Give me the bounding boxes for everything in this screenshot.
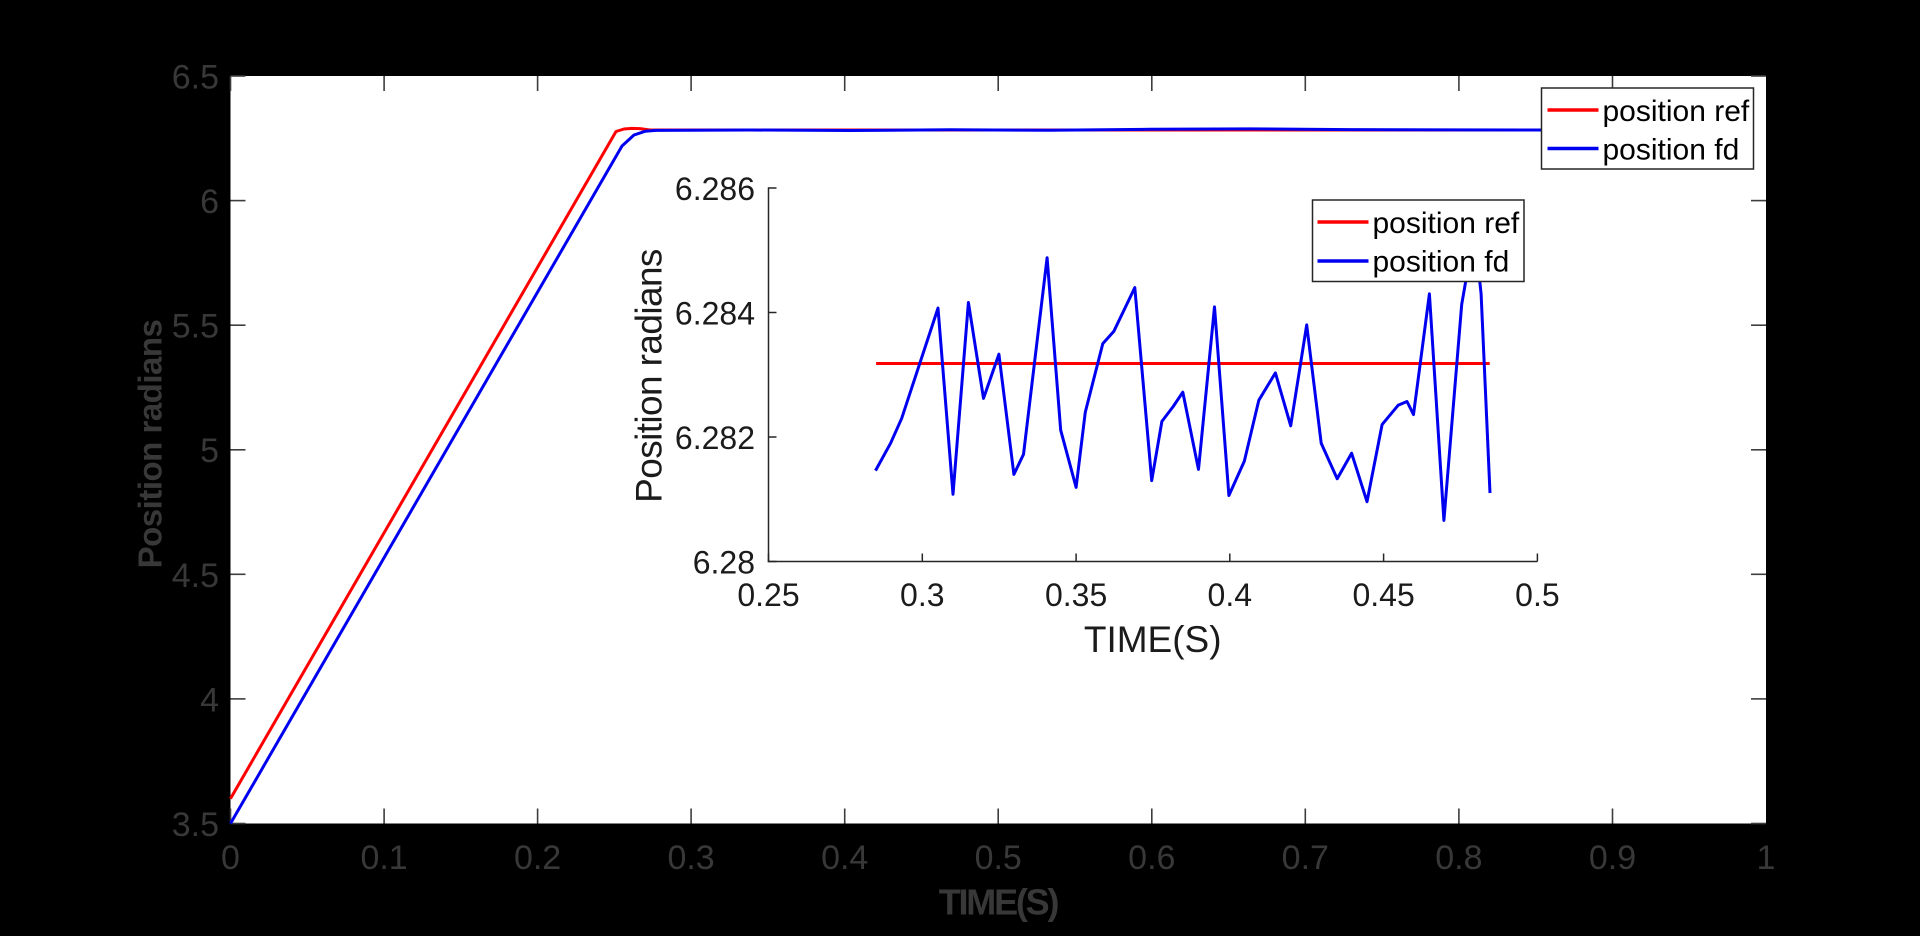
- svg-text:0.2: 0.2: [514, 839, 561, 877]
- svg-text:0.35: 0.35: [1045, 577, 1107, 613]
- svg-text:position fd: position fd: [1373, 246, 1510, 279]
- svg-text:0.9: 0.9: [1589, 839, 1636, 877]
- svg-text:6.284: 6.284: [675, 296, 755, 332]
- svg-text:position fd: position fd: [1603, 134, 1740, 167]
- svg-text:0.5: 0.5: [1515, 577, 1559, 613]
- svg-text:0.1: 0.1: [360, 839, 407, 877]
- svg-text:6.5: 6.5: [172, 59, 219, 97]
- svg-text:6.286: 6.286: [675, 171, 755, 207]
- svg-text:0.25: 0.25: [737, 577, 799, 613]
- svg-text:4.5: 4.5: [172, 557, 219, 595]
- svg-text:position ref: position ref: [1603, 95, 1750, 128]
- svg-text:0.5: 0.5: [975, 839, 1022, 877]
- svg-text:4: 4: [200, 681, 219, 719]
- svg-text:0.7: 0.7: [1282, 839, 1329, 877]
- svg-text:0.3: 0.3: [900, 577, 944, 613]
- svg-text:0.4: 0.4: [821, 839, 868, 877]
- svg-text:6.28: 6.28: [693, 545, 755, 581]
- svg-text:0.4: 0.4: [1208, 577, 1252, 613]
- svg-text:5: 5: [200, 432, 219, 470]
- svg-text:5.5: 5.5: [172, 308, 219, 346]
- svg-text:6.282: 6.282: [675, 420, 755, 456]
- svg-text:0.45: 0.45: [1352, 577, 1414, 613]
- svg-text:Position radians: Position radians: [132, 320, 169, 569]
- svg-text:0.6: 0.6: [1128, 839, 1175, 877]
- svg-text:TIME(S): TIME(S): [1084, 619, 1222, 660]
- svg-text:Position radians: Position radians: [629, 249, 670, 503]
- svg-text:0.3: 0.3: [667, 839, 714, 877]
- svg-text:TIME(S): TIME(S): [939, 882, 1059, 923]
- svg-text:position ref: position ref: [1373, 207, 1520, 240]
- svg-text:0.8: 0.8: [1435, 839, 1482, 877]
- svg-text:1: 1: [1757, 839, 1776, 877]
- svg-text:0: 0: [221, 839, 240, 877]
- svg-text:3.5: 3.5: [172, 806, 219, 844]
- svg-text:6: 6: [200, 183, 219, 221]
